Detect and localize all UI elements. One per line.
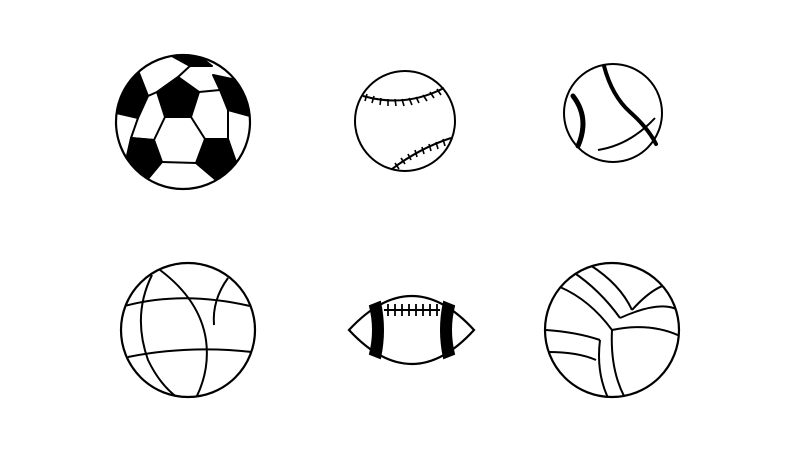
- soccer-ball-icon: [114, 53, 252, 191]
- tennis-ball-icon: [563, 63, 663, 163]
- volleyball-icon: [543, 261, 681, 399]
- basketball-icon: [119, 261, 257, 399]
- american-football-icon: [347, 295, 476, 365]
- baseball-icon: [354, 70, 456, 172]
